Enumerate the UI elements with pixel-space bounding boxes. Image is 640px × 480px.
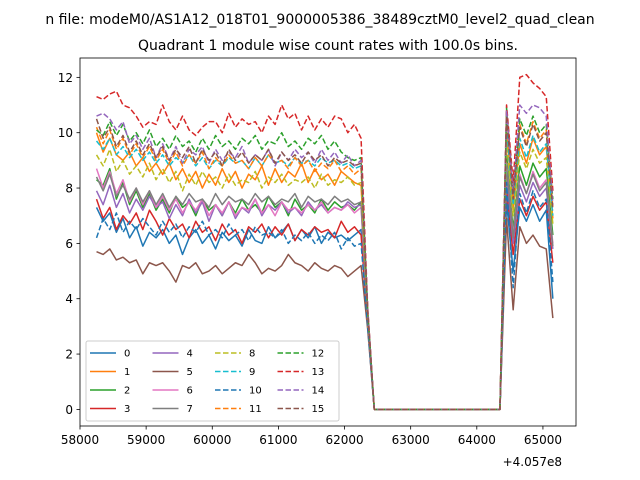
x-tick-label: 63000 xyxy=(392,433,430,447)
legend-label-14: 14 xyxy=(312,386,325,397)
legend-label-9: 9 xyxy=(249,367,255,378)
series-line-15 xyxy=(95,115,554,411)
y-tick-label: 12 xyxy=(58,71,73,85)
legend-box xyxy=(85,340,340,422)
x-tick-label: 65000 xyxy=(524,433,562,447)
chart-title: Quadrant 1 module wise count rates with … xyxy=(138,38,518,54)
legend-label-13: 13 xyxy=(312,367,325,378)
x-offset-label: +4.057e8 xyxy=(503,455,562,469)
x-tick-label: 62000 xyxy=(325,433,363,447)
legend-label-1: 1 xyxy=(124,367,130,378)
y-tick-label: 4 xyxy=(65,292,73,306)
y-tick-label: 8 xyxy=(65,182,73,196)
x-tick-label: 61000 xyxy=(259,433,297,447)
legend-label-8: 8 xyxy=(249,349,255,360)
legend-label-5: 5 xyxy=(187,367,193,378)
legend-label-3: 3 xyxy=(124,404,130,415)
legend-label-0: 0 xyxy=(124,349,130,360)
legend-label-2: 2 xyxy=(124,386,130,397)
series-line-8 xyxy=(95,140,554,411)
legend-label-11: 11 xyxy=(249,404,262,415)
x-tick-label: 60000 xyxy=(193,433,231,447)
y-tick-label: 6 xyxy=(65,237,73,251)
x-tick-label: 59000 xyxy=(127,433,165,447)
legend-label-15: 15 xyxy=(312,404,325,415)
figure-suptitle: n file: modeM0/AS1A12_018T01_9000005386_… xyxy=(45,12,594,28)
x-tick-label: 58000 xyxy=(61,433,99,447)
legend-label-7: 7 xyxy=(187,404,193,415)
y-tick-label: 2 xyxy=(65,348,73,362)
y-tick-label: 0 xyxy=(65,403,73,417)
legend-label-10: 10 xyxy=(249,386,262,397)
y-tick-label: 10 xyxy=(58,126,73,140)
legend-label-12: 12 xyxy=(312,349,325,360)
legend-label-4: 4 xyxy=(187,349,193,360)
x-tick-label: 64000 xyxy=(458,433,496,447)
axes: 58000 59000 60000 61000 62000 63000 64000 65000… xyxy=(58,57,577,447)
legend-label-6: 6 xyxy=(187,386,193,397)
axes-frame xyxy=(79,57,577,427)
plot-area xyxy=(95,73,554,411)
